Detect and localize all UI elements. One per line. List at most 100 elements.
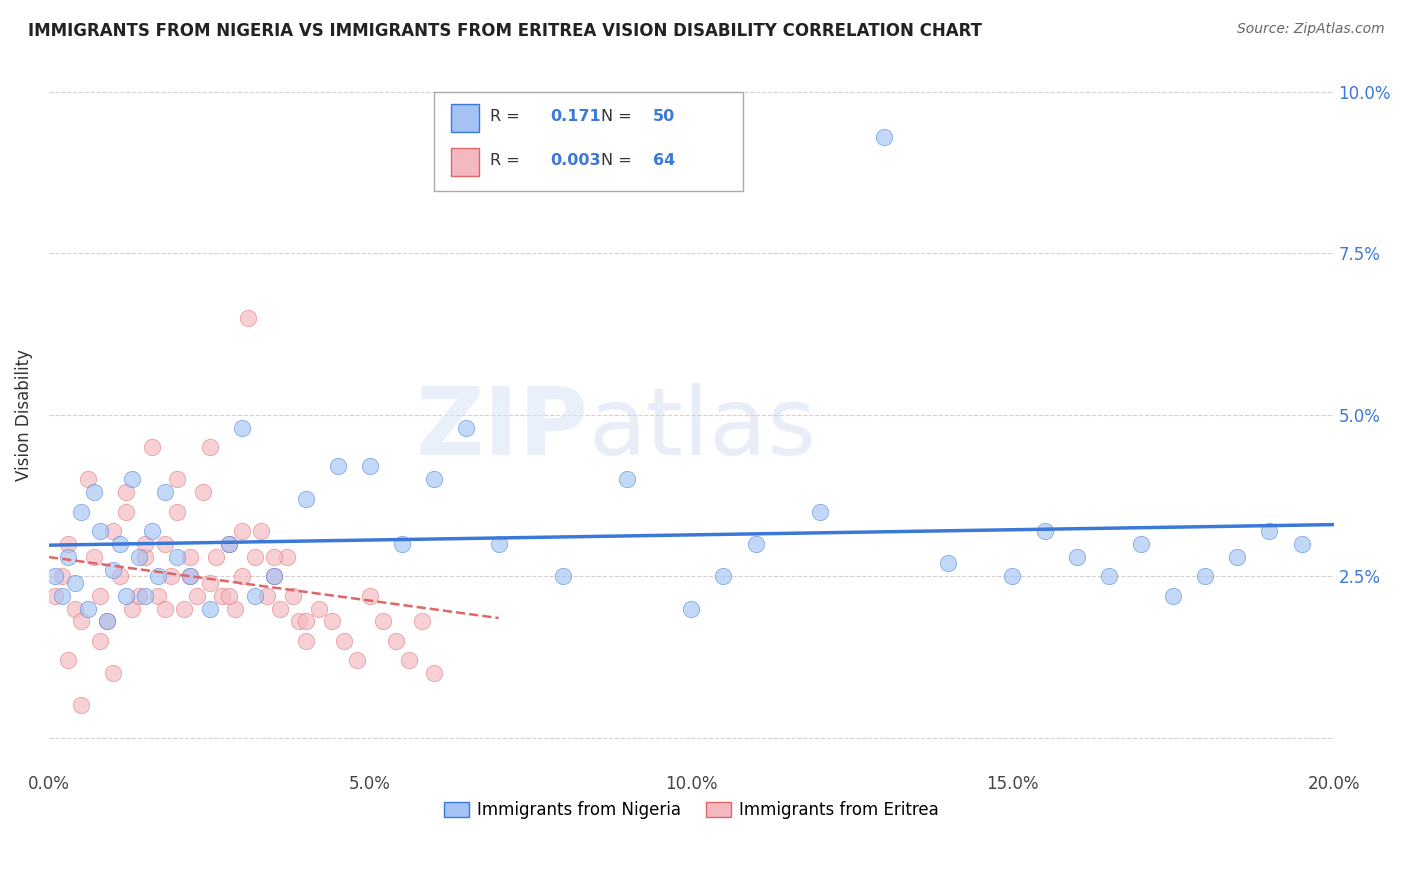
Point (398, 653, 420, 667)
Point (103, 666, 125, 681)
Point (89, 524, 111, 538)
Point (179, 569, 201, 583)
Text: 64: 64 (652, 153, 675, 168)
Point (153, 485, 176, 500)
Point (108, 569, 131, 583)
Point (371, 615, 394, 629)
Point (263, 569, 285, 583)
Point (551, 569, 574, 583)
Point (1098, 569, 1121, 583)
Point (58, 549, 80, 564)
Point (128, 549, 150, 564)
Point (224, 601, 246, 615)
Point (321, 615, 343, 629)
Text: N =: N = (602, 109, 633, 123)
Point (1291, 537, 1313, 551)
Point (70, 615, 93, 629)
Point (231, 524, 253, 538)
Text: atlas: atlas (589, 383, 817, 475)
Point (333, 633, 356, 648)
Point (873, 130, 896, 145)
Point (263, 569, 285, 583)
Point (115, 485, 138, 500)
Point (153, 537, 176, 551)
Point (198, 575, 221, 590)
Point (281, 589, 304, 603)
Point (385, 633, 408, 648)
Point (243, 589, 266, 603)
Point (121, 601, 143, 615)
Point (89, 589, 111, 603)
Point (263, 549, 285, 564)
Point (153, 601, 176, 615)
Point (83, 485, 105, 500)
Point (115, 589, 138, 603)
Point (76, 472, 98, 486)
Point (51, 589, 73, 603)
Point (96, 615, 118, 629)
Point (231, 421, 253, 435)
Point (713, 569, 735, 583)
Point (1226, 549, 1249, 564)
Point (70, 698, 93, 713)
Text: N =: N = (602, 153, 633, 168)
Point (295, 633, 318, 648)
Point (391, 537, 413, 551)
Point (411, 615, 433, 629)
Point (191, 485, 214, 500)
Point (179, 549, 201, 564)
Point (269, 601, 291, 615)
Point (44, 589, 66, 603)
Point (681, 601, 703, 615)
Point (179, 569, 201, 583)
Point (103, 563, 125, 577)
Point (103, 524, 125, 538)
Point (250, 524, 273, 538)
Point (326, 459, 349, 474)
Point (616, 472, 638, 486)
Point (359, 589, 381, 603)
Point (141, 524, 163, 538)
Point (256, 589, 278, 603)
Point (423, 472, 446, 486)
Point (205, 549, 228, 564)
Point (166, 505, 188, 519)
Point (276, 549, 298, 564)
Point (76, 601, 98, 615)
Point (346, 653, 368, 667)
Point (243, 549, 266, 564)
Text: 0.171: 0.171 (550, 109, 600, 123)
Text: ZIP: ZIP (416, 383, 589, 475)
Point (186, 589, 208, 603)
Point (1033, 524, 1056, 538)
Point (231, 569, 253, 583)
Point (488, 537, 510, 551)
FancyBboxPatch shape (434, 92, 742, 191)
Point (359, 459, 381, 474)
Bar (451, 103, 479, 132)
Point (58, 653, 80, 667)
Point (121, 472, 143, 486)
Text: 0.003: 0.003 (550, 153, 600, 168)
Point (288, 615, 311, 629)
Point (218, 537, 240, 551)
Point (96, 615, 118, 629)
Point (83, 549, 105, 564)
Point (211, 589, 233, 603)
Text: 50: 50 (652, 109, 675, 123)
Point (308, 601, 330, 615)
Y-axis label: Vision Disability: Vision Disability (15, 349, 32, 481)
Point (236, 310, 259, 325)
Point (936, 557, 959, 571)
Point (198, 440, 221, 454)
Point (166, 472, 188, 486)
Point (115, 505, 138, 519)
Point (146, 589, 169, 603)
Bar (451, 148, 479, 177)
Point (58, 537, 80, 551)
Text: R =: R = (489, 153, 519, 168)
Point (1194, 569, 1216, 583)
Point (173, 601, 195, 615)
Point (1129, 537, 1152, 551)
Point (456, 421, 478, 435)
